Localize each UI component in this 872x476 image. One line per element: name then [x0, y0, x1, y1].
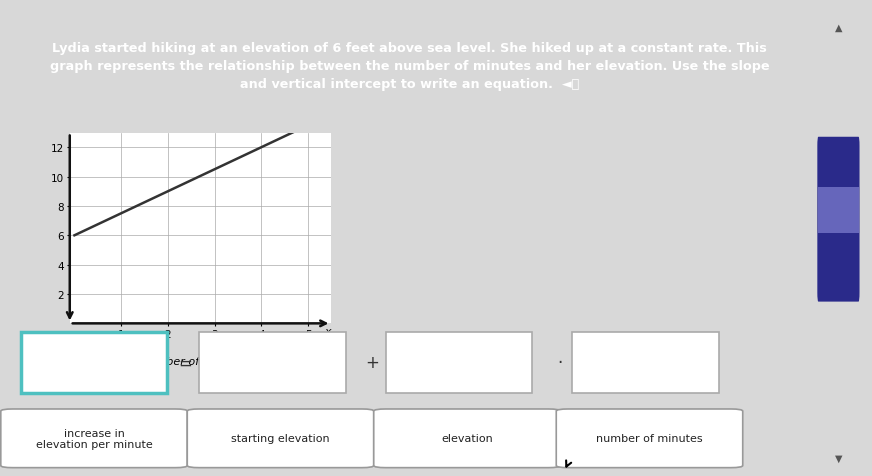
Text: number of minutes: number of minutes	[596, 434, 703, 443]
FancyBboxPatch shape	[374, 409, 560, 467]
Text: +: +	[365, 354, 379, 372]
FancyBboxPatch shape	[187, 409, 374, 467]
FancyBboxPatch shape	[818, 188, 859, 233]
Text: increase in
elevation per minute: increase in elevation per minute	[36, 427, 153, 449]
X-axis label: Number of minutes, x: Number of minutes, x	[140, 356, 261, 366]
FancyBboxPatch shape	[199, 332, 346, 393]
Text: =: =	[178, 354, 192, 372]
Text: Lydia started hiking at an elevation of 6 feet above sea level. She hiked up at : Lydia started hiking at an elevation of …	[50, 42, 770, 91]
Text: ▲: ▲	[835, 23, 842, 33]
Text: starting elevation: starting elevation	[231, 434, 330, 443]
FancyBboxPatch shape	[556, 409, 743, 467]
Text: x: x	[324, 326, 331, 336]
Text: ·: ·	[557, 354, 562, 372]
Text: ▼: ▼	[835, 452, 842, 462]
FancyBboxPatch shape	[1, 409, 187, 467]
Text: 0: 0	[58, 333, 64, 343]
FancyBboxPatch shape	[21, 332, 167, 393]
Text: elevation: elevation	[441, 434, 493, 443]
FancyBboxPatch shape	[385, 332, 533, 393]
FancyBboxPatch shape	[572, 332, 719, 393]
FancyBboxPatch shape	[817, 138, 860, 302]
